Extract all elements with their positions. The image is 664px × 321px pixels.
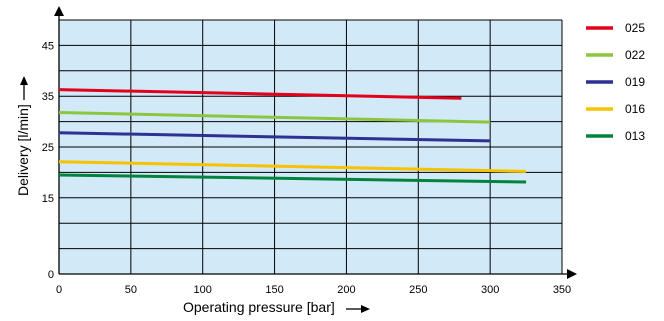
y-axis-arrow bbox=[54, 6, 64, 16]
legend-item-013: 013 bbox=[586, 129, 645, 143]
legend-item-022: 022 bbox=[586, 48, 645, 62]
legend-label: 016 bbox=[625, 102, 645, 116]
legend-item-019: 019 bbox=[586, 75, 645, 89]
legend-item-016: 016 bbox=[586, 102, 645, 116]
y-axis-title: Delivery [l/min] bbox=[15, 104, 31, 196]
y-tick-label: 15 bbox=[42, 193, 54, 205]
x-tick-label: 0 bbox=[56, 284, 62, 296]
series-line-016 bbox=[58, 160, 527, 173]
y-tick-label: 0 bbox=[48, 269, 54, 281]
axes bbox=[54, 6, 577, 279]
legend-label: 013 bbox=[625, 129, 645, 143]
legend-item-025: 025 bbox=[586, 21, 645, 35]
x-tick-label: 150 bbox=[265, 284, 283, 296]
x-tick-label: 50 bbox=[125, 284, 137, 296]
y-tick-label: 45 bbox=[42, 40, 54, 52]
x-axis-title: Operating pressure [bar] bbox=[183, 299, 335, 315]
y-axis-title-arrow bbox=[20, 76, 28, 100]
x-axis-arrow bbox=[567, 269, 577, 279]
series-line-013 bbox=[58, 173, 527, 184]
legend-label: 022 bbox=[625, 48, 645, 62]
x-tick-label: 350 bbox=[553, 284, 571, 296]
y-tick-label: 35 bbox=[42, 91, 54, 103]
x-tick-label: 300 bbox=[481, 284, 499, 296]
x-tick-label: 100 bbox=[194, 284, 212, 296]
x-tick-label: 250 bbox=[409, 284, 427, 296]
legend: 025 022 019 016 013 bbox=[586, 21, 645, 143]
grid-lines bbox=[59, 19, 563, 274]
series-line-019 bbox=[58, 131, 491, 143]
series-line-022 bbox=[58, 110, 491, 124]
series-lines bbox=[58, 88, 527, 184]
legend-label: 025 bbox=[625, 21, 645, 35]
series-line-025 bbox=[58, 88, 462, 100]
x-axis-title-arrow bbox=[346, 305, 370, 313]
tick-labels: 0 50 100 150 200 250 300 350 0 15 25 35 45 bbox=[42, 40, 571, 296]
y-tick-label: 25 bbox=[42, 142, 54, 154]
legend-label: 019 bbox=[625, 75, 645, 89]
x-tick-label: 200 bbox=[337, 284, 355, 296]
